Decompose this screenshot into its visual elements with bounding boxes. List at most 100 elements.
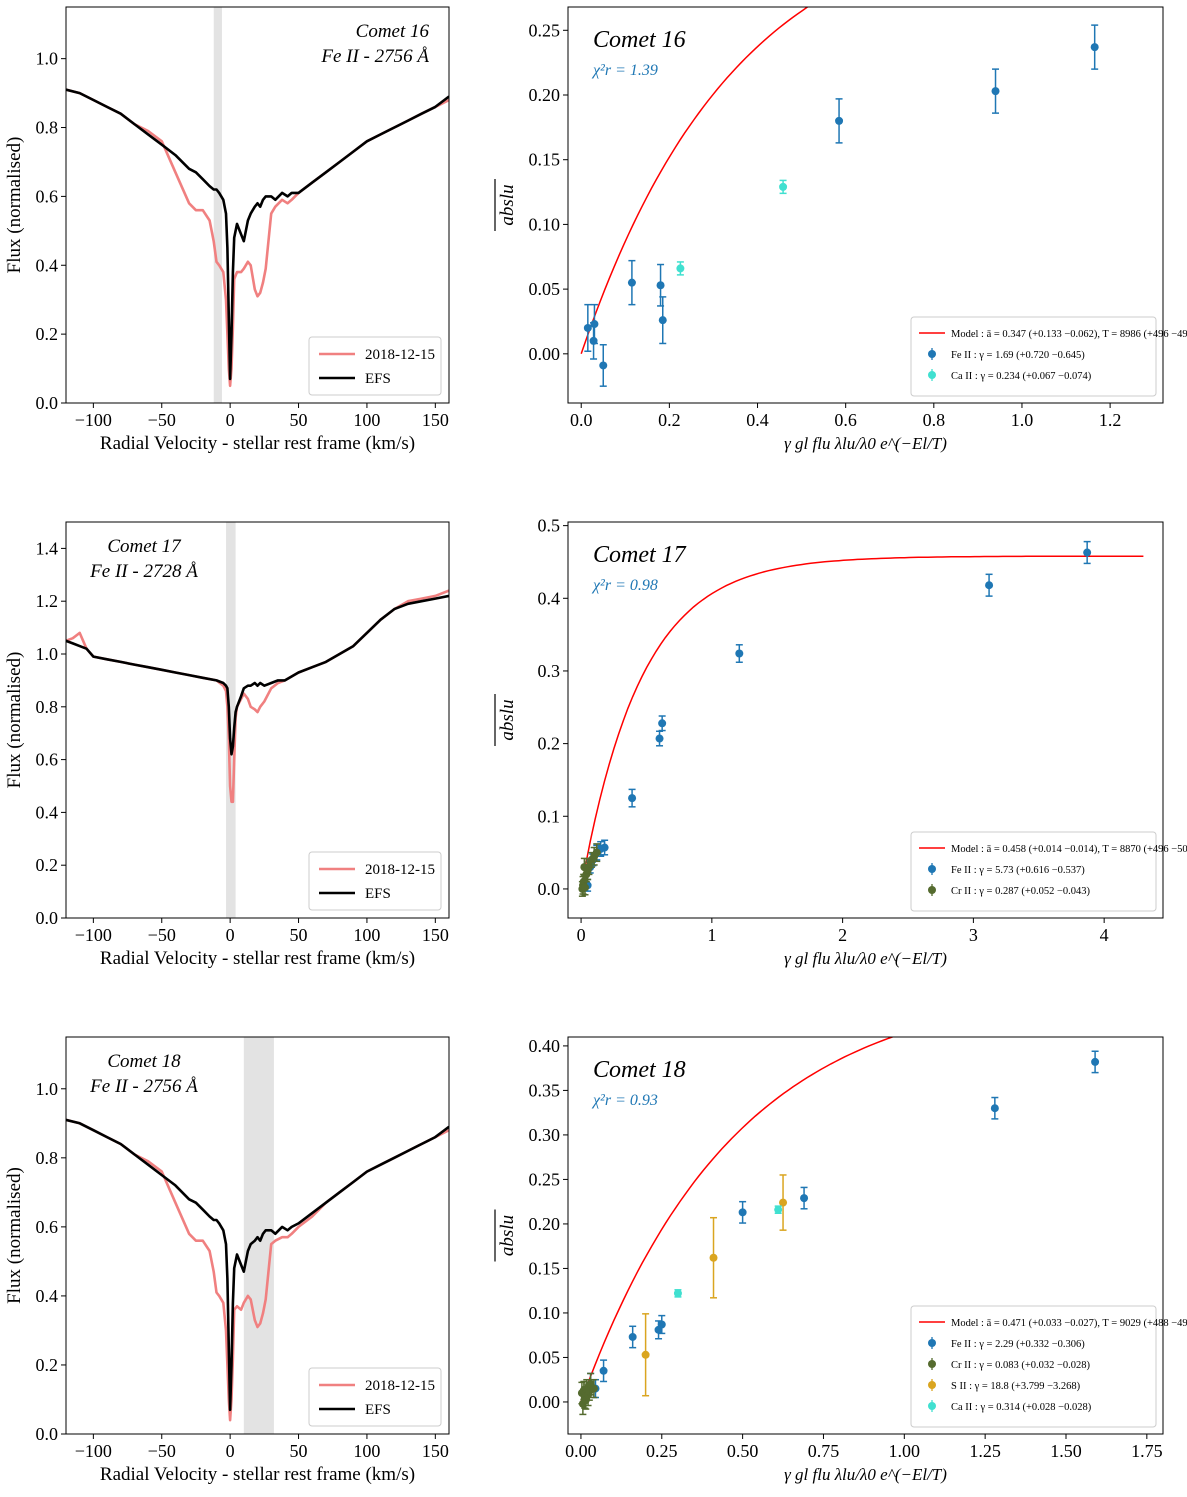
y-tick-label: 0.2 (538, 734, 561, 754)
data-point-caii (673, 1289, 682, 1298)
panel-6: Comet 18 χ²r = 0.93 Model : ā = 0.471 (+0.… (494, 1036, 1187, 1484)
y-tick-label: 0.8 (36, 697, 59, 717)
legend-box (308, 336, 442, 396)
x-tick-label: 0.6 (834, 410, 857, 430)
y-tick-label: 1.2 (36, 591, 59, 611)
data-point-sii (641, 1313, 650, 1397)
data-point-feii (735, 644, 744, 663)
x-tick-label: 0.00 (565, 1441, 597, 1461)
model-curve (580, 1037, 895, 1403)
data-point-feii (656, 263, 665, 307)
x-tick-label: 150 (422, 410, 449, 430)
marker (673, 1289, 682, 1298)
plot-area (66, 522, 449, 918)
axes-frame (567, 1036, 1164, 1435)
data-point-feii (657, 1314, 666, 1335)
y-tick-label: 0.30 (529, 1125, 561, 1145)
legend-label-observed: 2018-12-15 (365, 347, 435, 363)
shaded-band (243, 1037, 274, 1434)
marker (738, 1208, 747, 1217)
legend-label-model: Model : ā = 0.347 (+0.133 −0.062), T = 8… (951, 329, 1187, 340)
model-curve (580, 7, 809, 355)
x-tick-label: −50 (148, 925, 176, 945)
y-tick-label: 0.2 (36, 1355, 59, 1375)
marker (592, 848, 601, 857)
x-tick-label: 0.25 (646, 1441, 678, 1461)
marker (779, 1198, 788, 1207)
legend-label-series: Ca II : γ = 0.234 (+0.067 −0.074) (951, 371, 1092, 382)
marker (735, 649, 744, 658)
marker (599, 1366, 608, 1375)
data-point-sii (779, 1174, 788, 1231)
y-tick-label: 0.15 (529, 1258, 561, 1278)
data-point-feii (583, 303, 592, 352)
x-tick-label: 100 (353, 410, 380, 430)
marker (985, 581, 994, 590)
axes-frame (65, 6, 450, 404)
y-tick-label: 1.0 (36, 644, 59, 664)
marker (628, 794, 637, 803)
legend-label-efs: EFS (365, 1402, 391, 1418)
x-tick-label: −50 (148, 410, 176, 430)
panel-3: Comet 17 Fe II - 2728 Å 2018-12-15 EFS −100 −… (4, 521, 450, 969)
marker (990, 1104, 999, 1113)
y-tick-label: 0.4 (538, 588, 561, 608)
panel-title: Comet 18 (593, 1057, 686, 1083)
efs-spectrum-line (66, 88, 449, 381)
y-tick-label: 0.00 (529, 1392, 561, 1412)
x-tick-label: 1.75 (1131, 1441, 1163, 1461)
legend-label-model: Model : ā = 0.471 (+0.033 −0.027), T = 9… (951, 1318, 1187, 1329)
plot-area (578, 540, 1144, 897)
data-point-caii (774, 1205, 783, 1214)
x-tick-label: 150 (422, 1441, 449, 1461)
x-axis-label: γ gl flu λlu/λ0 e^(−El/T) (784, 1465, 947, 1484)
x-tick-label: 50 (290, 925, 308, 945)
legend-label-model: Model : ā = 0.458 (+0.014 −0.014), T = 8… (951, 844, 1187, 855)
x-tick-label: 1.50 (1050, 1441, 1082, 1461)
y-tick-label: 0.10 (529, 1303, 561, 1323)
marker (581, 883, 589, 892)
marker (658, 719, 667, 728)
data-point-crii (589, 1378, 598, 1399)
y-tick-label: 0.0 (36, 393, 59, 413)
y-axis-label: Flux (normalised) (4, 1167, 25, 1304)
legend-swatch-marker (928, 350, 936, 358)
x-tick-label: 100 (353, 1441, 380, 1461)
x-tick-label: 1.25 (969, 1441, 1001, 1461)
y-tick-label: 0.5 (538, 516, 561, 536)
y-tick-label: 0.4 (36, 1286, 59, 1306)
y-tick-label: 0.6 (36, 1217, 59, 1237)
legend-label-efs: EFS (365, 371, 391, 387)
y-tick-label: 0.1 (538, 806, 561, 826)
plot-area (577, 1037, 1100, 1416)
y-tick-label: 0.2 (36, 324, 59, 344)
chi-squared-annotation: χ²r = 0.93 (591, 1092, 658, 1109)
y-tick-label: 1.4 (36, 538, 59, 558)
plot-area (66, 7, 449, 403)
marker (627, 278, 636, 287)
data-point-feii (628, 1325, 637, 1349)
panel-2: Comet 16 χ²r = 1.39 Model : ā = 0.347 (+0.… (494, 6, 1187, 453)
x-tick-label: 4 (1100, 925, 1109, 945)
data-point-crii (592, 843, 601, 863)
x-tick-label: 0 (577, 925, 586, 945)
legend-box (308, 851, 442, 911)
marker (1091, 1057, 1100, 1066)
legend-box (910, 316, 1157, 397)
x-tick-label: 0 (226, 1441, 235, 1461)
axes-frame (567, 521, 1164, 919)
data-point-sii (709, 1216, 718, 1299)
panel-title-comet: Comet 18 (107, 1051, 181, 1072)
data-point-feii (800, 1186, 809, 1210)
marker (655, 734, 664, 743)
data-point-feii (658, 296, 667, 345)
y-tick-label: 0.25 (529, 1169, 561, 1189)
legend-swatch-marker (928, 1339, 936, 1347)
data-point-feii (628, 788, 637, 808)
data-point-feii (658, 715, 667, 732)
x-tick-label: 1 (707, 925, 716, 945)
x-tick-label: 0.75 (808, 1441, 840, 1461)
panel-title-line: Fe II - 2756 Å (320, 46, 429, 67)
x-tick-label: 0.4 (746, 410, 769, 430)
y-tick-label: 0.4 (36, 802, 59, 822)
